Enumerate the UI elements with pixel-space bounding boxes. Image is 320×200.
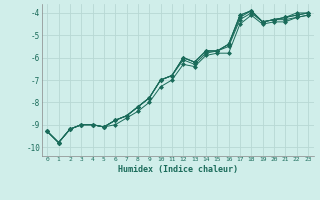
X-axis label: Humidex (Indice chaleur): Humidex (Indice chaleur) <box>118 165 237 174</box>
